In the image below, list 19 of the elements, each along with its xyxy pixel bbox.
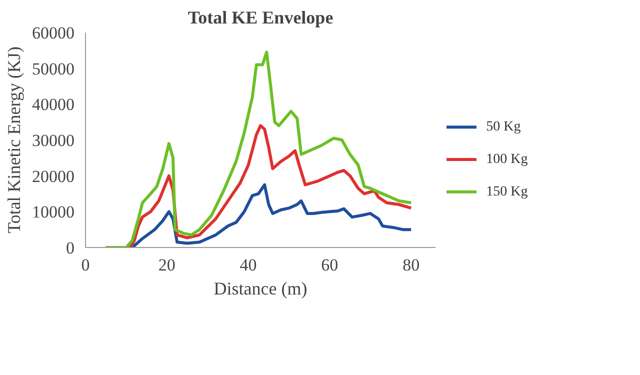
x-tick-label: 20	[158, 256, 176, 274]
x-tick-label: 60	[321, 256, 338, 274]
y-tick-label: 40000	[32, 95, 74, 114]
y-tick-label: 0	[66, 238, 74, 258]
chart-title: Total KE Envelope	[188, 8, 334, 28]
line-series	[104, 50, 413, 248]
legend-label: 100 Kg	[486, 152, 528, 167]
legend-label: 50 Kg	[486, 120, 521, 135]
x-axis-title: Distance (m)	[214, 278, 308, 298]
y-axis-title: Total Kinetic Energy (KJ)	[4, 46, 24, 234]
x-tick-label: 0	[81, 256, 90, 274]
x-tick-label: 80	[402, 256, 420, 274]
y-tick-label: 50000	[32, 59, 74, 78]
y-tick-label: 60000	[32, 24, 74, 42]
legend-label: 150 Kg	[486, 184, 528, 200]
y-tick-label: 20000	[32, 166, 74, 186]
y-tick-label: 30000	[32, 131, 74, 150]
x-tick-label: 40	[240, 256, 257, 274]
y-tick-label: 10000	[32, 202, 74, 222]
